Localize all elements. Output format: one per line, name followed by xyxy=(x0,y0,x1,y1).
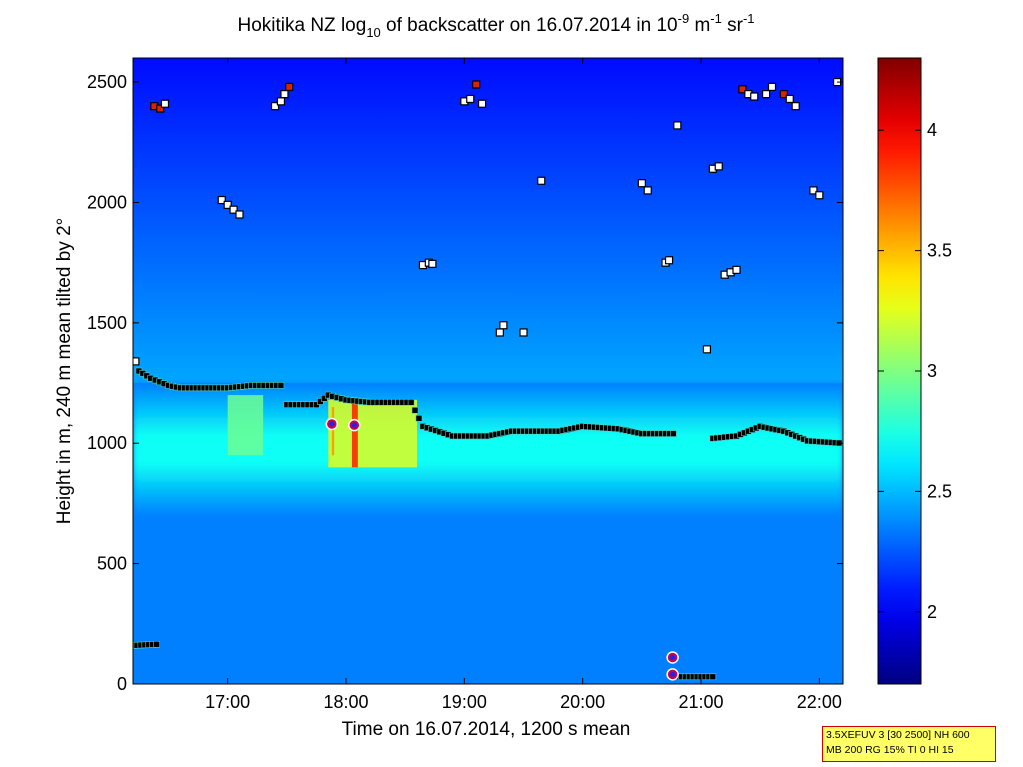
scatter-square xyxy=(750,92,759,101)
scatter-square xyxy=(643,186,652,195)
colorbar-ticks: 2 2.5 3 3.5 4 xyxy=(878,120,952,622)
cloud-base-square xyxy=(277,382,285,389)
colorbar: 2 2.5 3 3.5 4 xyxy=(877,57,952,685)
scatter-square xyxy=(495,328,504,337)
scatter-square xyxy=(537,176,546,185)
scatter-square xyxy=(285,82,294,91)
scatter-square xyxy=(477,99,487,108)
scatter-square xyxy=(761,90,771,99)
scatter-square xyxy=(791,102,800,111)
y-tick-label: 1000 xyxy=(87,433,127,453)
y-axis: 0 500 1000 1500 2000 2500 xyxy=(87,72,843,694)
scatter-square xyxy=(280,90,289,99)
y-tick-label: 1500 xyxy=(87,313,127,333)
plot-area: 17:00 18:00 19:00 20:00 21:00 22:00 0 500 1000 1… xyxy=(87,57,844,712)
x-tick-label: 21:00 xyxy=(678,692,723,712)
x-tick-label: 22:00 xyxy=(797,692,842,712)
scatter-square xyxy=(519,328,528,337)
scatter-square xyxy=(156,104,165,113)
info-line-2: MB 200 RG 15% TI 0 HI 15 xyxy=(826,744,954,756)
scatter-square xyxy=(738,85,747,94)
event-marker-center xyxy=(670,655,676,661)
x-tick-label: 19:00 xyxy=(442,692,487,712)
y-tick-label: 500 xyxy=(97,554,127,574)
scatter-square xyxy=(223,200,232,209)
cloud-base-square xyxy=(670,430,677,437)
scatter-square xyxy=(428,259,437,268)
scatter-square xyxy=(785,94,794,104)
info-line-1: 3.5XEFUV 3 [30 2500] NH 600 xyxy=(826,729,970,741)
chart-title: Hokitika NZ log10 of backscatter on 16.0… xyxy=(237,11,754,40)
scatter-square xyxy=(809,186,818,195)
colorbar-tick-label: 2.5 xyxy=(927,481,952,501)
y-tick-label: 0 xyxy=(117,674,127,694)
x-tick-label: 20:00 xyxy=(560,692,605,712)
scatter-square xyxy=(714,162,723,171)
scatter-square xyxy=(466,94,475,104)
data-marks xyxy=(133,77,843,681)
scatter-square xyxy=(472,80,481,89)
scatter-square xyxy=(270,102,280,111)
y-tick-label: 2500 xyxy=(87,72,127,92)
high-backscatter-band xyxy=(227,395,264,456)
scatter-square xyxy=(133,357,140,366)
x-tick-label: 17:00 xyxy=(205,692,250,712)
scatter-square xyxy=(637,179,646,188)
scatter-square xyxy=(235,210,244,219)
event-marker-center xyxy=(670,671,676,677)
plot-frame xyxy=(132,57,844,685)
upper-air-region xyxy=(133,58,843,384)
processing-info-box: 3.5XEFUV 3 [30 2500] NH 600 MB 200 RG 15… xyxy=(822,726,996,762)
event-marker-center xyxy=(351,422,357,428)
scatter-square xyxy=(229,205,238,214)
colorbar-fill xyxy=(878,58,921,684)
high-backscatter-band xyxy=(328,399,417,468)
low-cloud-square xyxy=(153,640,160,648)
x-axis: 17:00 18:00 19:00 20:00 21:00 22:00 xyxy=(205,58,842,712)
scatter-square xyxy=(276,97,286,106)
y-tick-label: 2000 xyxy=(87,192,127,212)
scatter-square xyxy=(664,256,674,265)
svg-text:Hokitika NZ log10 of backscatt: Hokitika NZ log10 of backscatter on 16.0… xyxy=(237,11,754,40)
cloud-base-square xyxy=(411,407,419,414)
backscatter-field xyxy=(133,58,843,684)
scatter-square xyxy=(702,345,712,354)
scatter-square xyxy=(673,121,682,130)
scatter-square xyxy=(779,90,788,99)
event-marker-center xyxy=(329,421,335,427)
colorbar-tick-label: 2 xyxy=(927,602,937,622)
scatter-square xyxy=(767,82,777,91)
y-axis-label: Height in m, 240 m mean tilted by 2° xyxy=(54,218,75,524)
x-tick-label: 18:00 xyxy=(323,692,368,712)
high-backscatter-band xyxy=(331,407,335,456)
scatter-square xyxy=(217,195,226,205)
colorbar-tick-label: 3.5 xyxy=(927,241,952,261)
scatter-square xyxy=(160,99,170,108)
x-axis-label: Time on 16.07.2014, 1200 s mean xyxy=(342,719,631,740)
high-backscatter-band xyxy=(351,399,358,468)
colorbar-tick-label: 4 xyxy=(927,120,937,140)
colorbar-tick-label: 3 xyxy=(927,361,937,381)
scatter-square xyxy=(815,191,824,200)
scatter-square xyxy=(732,265,741,274)
low-cloud-square xyxy=(709,673,717,681)
scatter-square xyxy=(499,321,508,330)
cloud-base-square xyxy=(415,415,423,422)
cloud-base-square xyxy=(407,398,415,406)
